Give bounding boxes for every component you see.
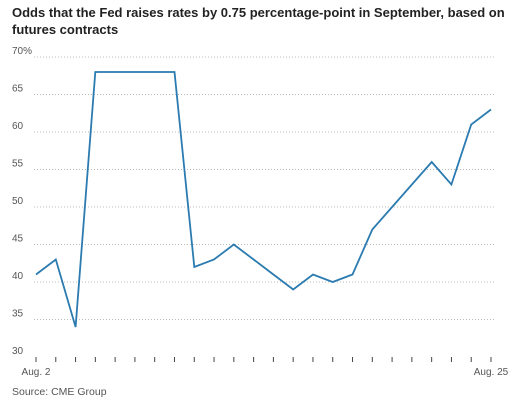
y-tick-label-60: 60 (12, 121, 24, 132)
y-tick-label-35: 35 (12, 309, 24, 320)
y-tick-label-65: 65 (12, 84, 24, 95)
chart-title: Odds that the Fed raises rates by 0.75 p… (12, 5, 505, 37)
y-tick-label-40: 40 (12, 271, 24, 282)
y-tick-label-50: 50 (12, 196, 24, 207)
y-tick-label-70: 70% (12, 46, 32, 57)
series-layer (35, 71, 492, 328)
y-axis-tick-labels: 70% 65 60 55 50 45 40 35 30 (12, 46, 32, 357)
grid-layer (34, 56, 495, 320)
y-tick-label-45: 45 (12, 234, 24, 245)
x-axis-ticks: Aug. 2 Aug. 25 (22, 357, 509, 378)
x-tick-label-1: Aug. 25 (474, 367, 509, 378)
y-tick-label-55: 55 (12, 159, 24, 170)
source-note: Source: CME Group (12, 386, 107, 398)
x-tick-label-0: Aug. 2 (22, 367, 51, 378)
series-line-0 (35, 71, 492, 328)
y-tick-label-30: 30 (12, 346, 24, 357)
